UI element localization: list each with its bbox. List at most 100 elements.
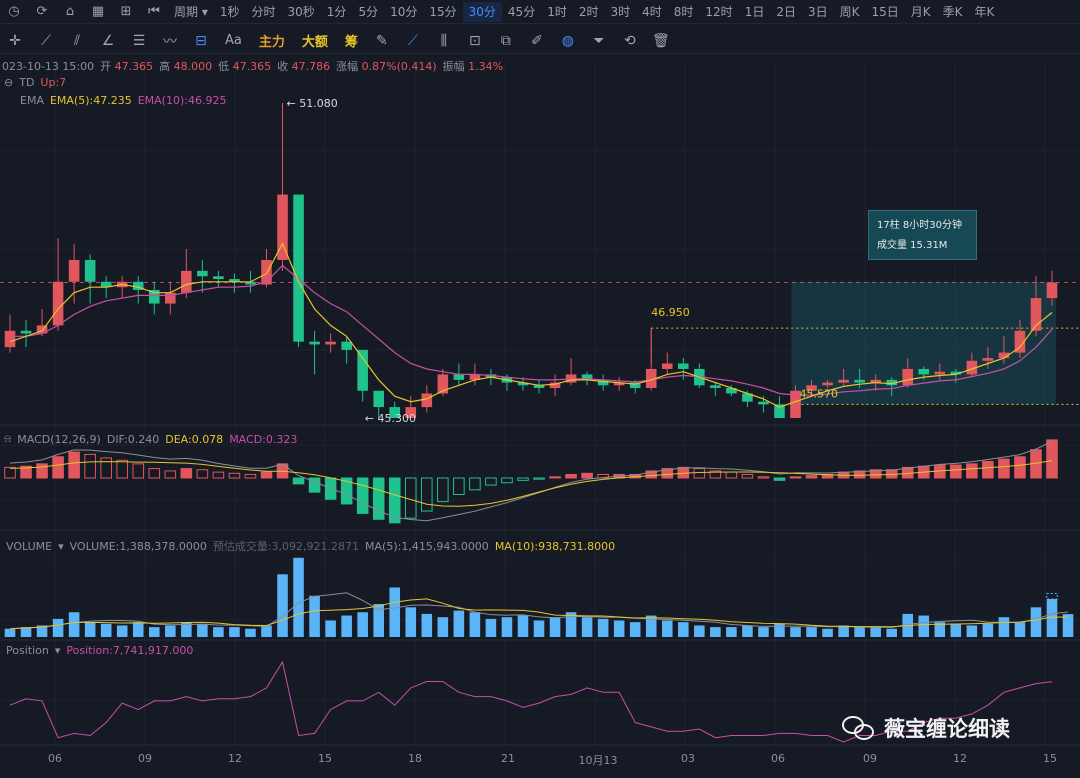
macd-bar xyxy=(308,477,321,493)
period-dropdown[interactable]: 周期 ▾ xyxy=(174,4,208,19)
interval-19[interactable]: 15日 xyxy=(871,4,899,19)
angle-icon[interactable]: ∠ xyxy=(101,32,115,49)
crosshair-icon[interactable]: ✛ xyxy=(9,32,21,49)
dropdown-icon[interactable]: ▾ xyxy=(54,644,61,657)
dropdown-icon[interactable]: ▾ xyxy=(58,539,64,553)
volume-bar xyxy=(277,574,288,637)
volume-value: VOLUME:1,388,378.0000 xyxy=(69,539,207,553)
wave-icon[interactable]: 〰 xyxy=(163,33,177,50)
interval-22[interactable]: 年K xyxy=(974,4,995,19)
macd-bar xyxy=(565,473,577,479)
macd-bar xyxy=(180,468,193,479)
large-order-button[interactable]: 大额 xyxy=(301,35,328,50)
ruler-icon[interactable]: ✎ xyxy=(376,32,388,49)
interval-15[interactable]: 1日 xyxy=(744,4,765,19)
volume-bar xyxy=(485,618,497,637)
sync-icon[interactable]: ⟲ xyxy=(624,32,636,49)
volume-bar xyxy=(229,627,240,637)
change-label: 涨幅 xyxy=(336,60,359,73)
clock-icon[interactable]: ◷ xyxy=(8,4,20,19)
x-tick: 12 xyxy=(228,752,242,765)
macd-bar xyxy=(68,451,80,479)
macd-bar xyxy=(950,464,962,479)
candle-body xyxy=(165,292,176,304)
interval-10[interactable]: 2时 xyxy=(578,4,599,19)
ema10-value: EMA(10):46.925 xyxy=(137,94,227,107)
filter-icon[interactable]: ⏷ xyxy=(593,32,605,49)
candle-body xyxy=(148,289,160,304)
measure-icon[interactable]: ⊟ xyxy=(195,32,207,49)
interval-2[interactable]: 30秒 xyxy=(287,4,315,19)
interval-18[interactable]: 周K xyxy=(839,4,860,19)
interval-11[interactable]: 3时 xyxy=(610,4,631,19)
macd-bar xyxy=(1014,456,1026,479)
macd-bar xyxy=(100,457,112,479)
magnet-icon[interactable]: ◍ xyxy=(561,32,575,49)
macd-bar xyxy=(228,472,241,479)
interval-6[interactable]: 15分 xyxy=(429,4,457,19)
tooltip-bars: 17柱 8小时30分钟 xyxy=(877,220,962,231)
candle-body xyxy=(36,325,48,334)
volume-bar xyxy=(132,622,144,637)
interval-5[interactable]: 10分 xyxy=(390,4,418,19)
candle-body xyxy=(421,393,433,408)
line-icon[interactable]: ⟋ xyxy=(41,32,51,49)
interval-4[interactable]: 5分 xyxy=(358,4,379,19)
interval-8[interactable]: 45分 xyxy=(507,4,536,19)
main-force-button[interactable]: 主力 xyxy=(258,35,285,50)
dea-line xyxy=(9,460,1053,507)
fib-icon[interactable]: ☰ xyxy=(132,32,146,49)
collapse-icon[interactable]: ⊖ xyxy=(4,76,14,89)
layout-icon[interactable]: ⊞ xyxy=(120,4,132,19)
volume-bar xyxy=(694,625,705,637)
candle-body xyxy=(469,374,481,380)
interval-9[interactable]: 1时 xyxy=(547,4,567,19)
close-label: 收 xyxy=(277,60,289,73)
interval-20[interactable]: 月K xyxy=(910,4,931,19)
interval-17[interactable]: 3日 xyxy=(807,4,828,19)
volume-bar xyxy=(774,623,785,637)
candle-body xyxy=(277,194,288,260)
interval-1[interactable]: 分时 xyxy=(251,4,276,19)
volume-bar xyxy=(100,623,112,637)
volume-bar xyxy=(934,622,946,637)
edit-icon[interactable]: ✐ xyxy=(531,32,543,49)
volume-bar xyxy=(517,615,529,637)
bell-icon[interactable]: ⍾ xyxy=(4,432,12,445)
trend-icon[interactable]: ⟋ xyxy=(408,32,418,49)
interval-13[interactable]: 8时 xyxy=(673,4,694,19)
interval-3[interactable]: 1分 xyxy=(326,4,347,19)
position-name: Position xyxy=(6,644,49,657)
macd-bar xyxy=(356,477,369,514)
candle-body xyxy=(854,379,865,383)
calendar-icon[interactable]: ▦ xyxy=(91,4,105,19)
volume-bar xyxy=(982,623,994,637)
trash-icon[interactable]: 🗑 xyxy=(652,32,670,49)
text-tool[interactable]: Aa xyxy=(225,33,242,48)
watermark: 薇宝缠论细读 xyxy=(842,713,1010,743)
parallel-icon[interactable]: ⫽ xyxy=(73,32,81,49)
candle-icon[interactable]: ⫼ xyxy=(440,32,448,49)
home-icon[interactable]: ⌂ xyxy=(65,4,75,19)
candle-body xyxy=(261,259,272,285)
macd-value: MACD:0.323 xyxy=(229,432,298,446)
volume-bar xyxy=(68,612,80,637)
rewind-icon[interactable]: ⏮ xyxy=(148,4,160,19)
candle-body xyxy=(918,368,930,375)
interval-0[interactable]: 1秒 xyxy=(219,4,240,19)
interval-7[interactable]: 30分 xyxy=(462,1,502,22)
volume-bar xyxy=(20,627,32,637)
rotate-icon[interactable]: ⟳ xyxy=(36,4,48,19)
interval-16[interactable]: 2日 xyxy=(776,4,796,19)
volume-bar xyxy=(870,627,881,637)
interval-12[interactable]: 4时 xyxy=(642,4,662,19)
interval-21[interactable]: 季K xyxy=(942,4,963,19)
candle-body xyxy=(213,276,224,280)
lock-icon[interactable]: ⊡ xyxy=(469,32,481,49)
chip-button[interactable]: 筹 xyxy=(344,35,358,50)
copy-icon[interactable]: ⧉ xyxy=(500,32,511,49)
interval-14[interactable]: 12时 xyxy=(705,4,733,19)
volume-bar xyxy=(565,612,577,637)
macd-bar xyxy=(998,458,1010,479)
